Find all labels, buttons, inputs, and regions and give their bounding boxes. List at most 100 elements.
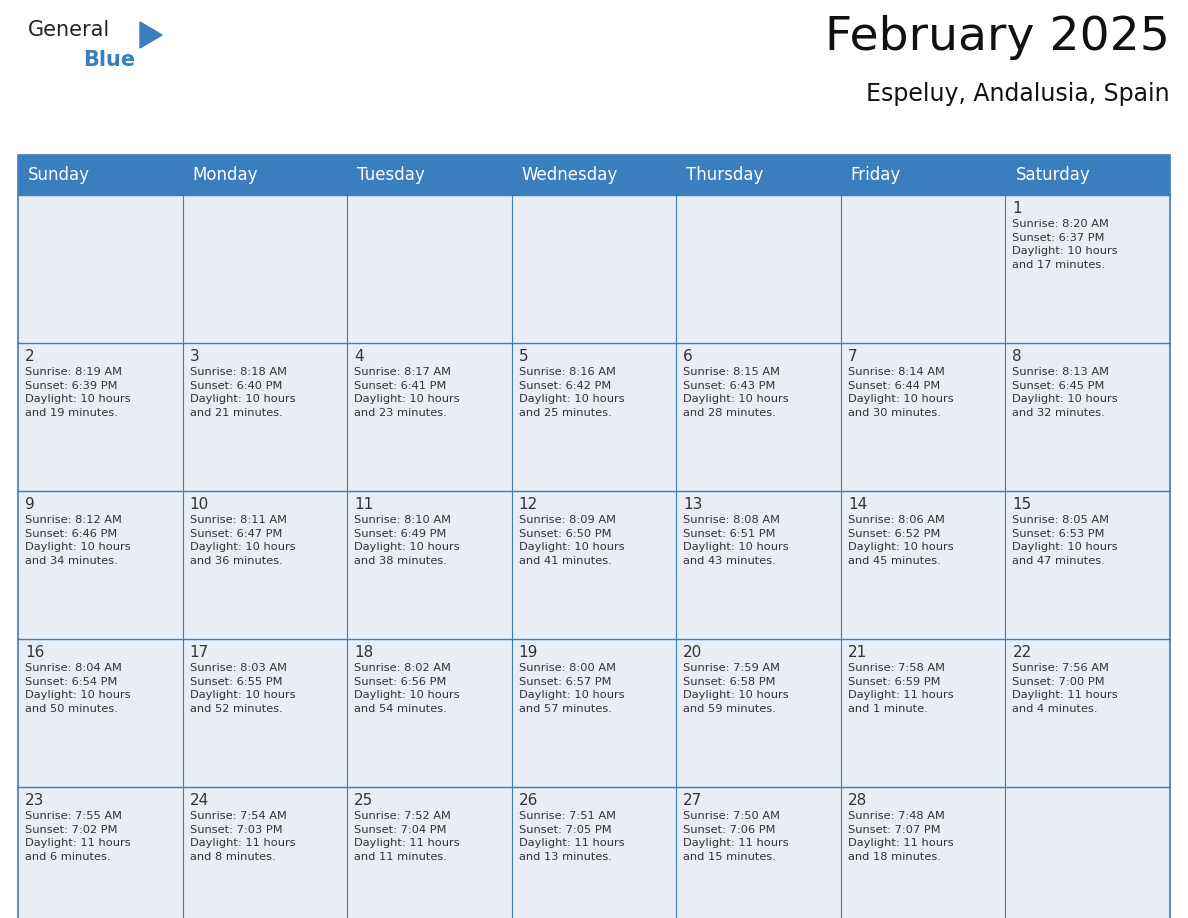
Bar (841, 639, 1005, 787)
Text: Sunrise: 7:55 AM
Sunset: 7:02 PM
Daylight: 11 hours
and 6 minutes.: Sunrise: 7:55 AM Sunset: 7:02 PM Dayligh… (25, 811, 131, 862)
Text: Sunrise: 7:56 AM
Sunset: 7:00 PM
Daylight: 11 hours
and 4 minutes.: Sunrise: 7:56 AM Sunset: 7:00 PM Dayligh… (1012, 663, 1118, 714)
Text: Sunrise: 8:09 AM
Sunset: 6:50 PM
Daylight: 10 hours
and 41 minutes.: Sunrise: 8:09 AM Sunset: 6:50 PM Dayligh… (519, 515, 625, 565)
Text: Saturday: Saturday (1016, 166, 1091, 184)
Bar (512, 787, 676, 918)
Bar (18, 491, 183, 639)
Bar (512, 639, 676, 787)
Bar (841, 491, 1005, 639)
Bar (18, 155, 1170, 918)
Text: 6: 6 (683, 349, 693, 364)
Text: Sunrise: 8:16 AM
Sunset: 6:42 PM
Daylight: 10 hours
and 25 minutes.: Sunrise: 8:16 AM Sunset: 6:42 PM Dayligh… (519, 367, 625, 418)
Text: 26: 26 (519, 793, 538, 808)
Bar (183, 343, 347, 491)
Bar (347, 639, 512, 787)
Text: 19: 19 (519, 645, 538, 660)
Bar (18, 195, 183, 343)
Text: Sunrise: 8:05 AM
Sunset: 6:53 PM
Daylight: 10 hours
and 47 minutes.: Sunrise: 8:05 AM Sunset: 6:53 PM Dayligh… (1012, 515, 1118, 565)
Text: Sunrise: 8:12 AM
Sunset: 6:46 PM
Daylight: 10 hours
and 34 minutes.: Sunrise: 8:12 AM Sunset: 6:46 PM Dayligh… (25, 515, 131, 565)
Text: February 2025: February 2025 (826, 15, 1170, 60)
Text: Sunrise: 8:08 AM
Sunset: 6:51 PM
Daylight: 10 hours
and 43 minutes.: Sunrise: 8:08 AM Sunset: 6:51 PM Dayligh… (683, 515, 789, 565)
Bar (18, 155, 1170, 195)
Text: Sunrise: 7:54 AM
Sunset: 7:03 PM
Daylight: 11 hours
and 8 minutes.: Sunrise: 7:54 AM Sunset: 7:03 PM Dayligh… (190, 811, 295, 862)
Text: Sunrise: 8:18 AM
Sunset: 6:40 PM
Daylight: 10 hours
and 21 minutes.: Sunrise: 8:18 AM Sunset: 6:40 PM Dayligh… (190, 367, 295, 418)
Bar (1005, 491, 1170, 639)
Text: Sunrise: 8:14 AM
Sunset: 6:44 PM
Daylight: 10 hours
and 30 minutes.: Sunrise: 8:14 AM Sunset: 6:44 PM Dayligh… (848, 367, 954, 418)
Text: 22: 22 (1012, 645, 1031, 660)
Bar (512, 343, 676, 491)
Bar (183, 787, 347, 918)
Bar (1005, 639, 1170, 787)
Bar (1005, 787, 1170, 918)
Text: Thursday: Thursday (687, 166, 764, 184)
Text: Sunrise: 8:02 AM
Sunset: 6:56 PM
Daylight: 10 hours
and 54 minutes.: Sunrise: 8:02 AM Sunset: 6:56 PM Dayligh… (354, 663, 460, 714)
Bar (841, 787, 1005, 918)
Bar (183, 491, 347, 639)
Text: 5: 5 (519, 349, 529, 364)
Text: 18: 18 (354, 645, 373, 660)
Bar (1005, 343, 1170, 491)
Text: Sunrise: 8:00 AM
Sunset: 6:57 PM
Daylight: 10 hours
and 57 minutes.: Sunrise: 8:00 AM Sunset: 6:57 PM Dayligh… (519, 663, 625, 714)
Text: Sunrise: 8:13 AM
Sunset: 6:45 PM
Daylight: 10 hours
and 32 minutes.: Sunrise: 8:13 AM Sunset: 6:45 PM Dayligh… (1012, 367, 1118, 418)
Text: Sunrise: 8:03 AM
Sunset: 6:55 PM
Daylight: 10 hours
and 52 minutes.: Sunrise: 8:03 AM Sunset: 6:55 PM Dayligh… (190, 663, 295, 714)
Bar (347, 491, 512, 639)
Bar (18, 639, 183, 787)
Bar (676, 491, 841, 639)
Text: 2: 2 (25, 349, 34, 364)
Text: Sunday: Sunday (29, 166, 90, 184)
Text: Wednesday: Wednesday (522, 166, 618, 184)
Bar (18, 343, 183, 491)
Text: Sunrise: 8:15 AM
Sunset: 6:43 PM
Daylight: 10 hours
and 28 minutes.: Sunrise: 8:15 AM Sunset: 6:43 PM Dayligh… (683, 367, 789, 418)
Text: 13: 13 (683, 497, 702, 512)
Bar (347, 343, 512, 491)
Text: 12: 12 (519, 497, 538, 512)
Text: 10: 10 (190, 497, 209, 512)
Text: 4: 4 (354, 349, 364, 364)
Text: Sunrise: 8:19 AM
Sunset: 6:39 PM
Daylight: 10 hours
and 19 minutes.: Sunrise: 8:19 AM Sunset: 6:39 PM Dayligh… (25, 367, 131, 418)
Bar (347, 787, 512, 918)
Text: 14: 14 (848, 497, 867, 512)
Text: Sunrise: 7:59 AM
Sunset: 6:58 PM
Daylight: 10 hours
and 59 minutes.: Sunrise: 7:59 AM Sunset: 6:58 PM Dayligh… (683, 663, 789, 714)
Text: Sunrise: 7:58 AM
Sunset: 6:59 PM
Daylight: 11 hours
and 1 minute.: Sunrise: 7:58 AM Sunset: 6:59 PM Dayligh… (848, 663, 954, 714)
Text: Sunrise: 8:10 AM
Sunset: 6:49 PM
Daylight: 10 hours
and 38 minutes.: Sunrise: 8:10 AM Sunset: 6:49 PM Dayligh… (354, 515, 460, 565)
Text: 23: 23 (25, 793, 44, 808)
Text: 17: 17 (190, 645, 209, 660)
Text: 20: 20 (683, 645, 702, 660)
Bar (512, 195, 676, 343)
Text: Sunrise: 8:11 AM
Sunset: 6:47 PM
Daylight: 10 hours
and 36 minutes.: Sunrise: 8:11 AM Sunset: 6:47 PM Dayligh… (190, 515, 295, 565)
Text: 21: 21 (848, 645, 867, 660)
Text: Sunrise: 8:17 AM
Sunset: 6:41 PM
Daylight: 10 hours
and 23 minutes.: Sunrise: 8:17 AM Sunset: 6:41 PM Dayligh… (354, 367, 460, 418)
Text: Sunrise: 8:04 AM
Sunset: 6:54 PM
Daylight: 10 hours
and 50 minutes.: Sunrise: 8:04 AM Sunset: 6:54 PM Dayligh… (25, 663, 131, 714)
Text: 9: 9 (25, 497, 34, 512)
Text: 1: 1 (1012, 201, 1022, 216)
Bar (676, 787, 841, 918)
Text: General: General (29, 20, 110, 40)
Polygon shape (140, 22, 162, 48)
Text: Sunrise: 7:50 AM
Sunset: 7:06 PM
Daylight: 11 hours
and 15 minutes.: Sunrise: 7:50 AM Sunset: 7:06 PM Dayligh… (683, 811, 789, 862)
Text: 27: 27 (683, 793, 702, 808)
Bar (676, 639, 841, 787)
Text: 8: 8 (1012, 349, 1022, 364)
Bar (183, 639, 347, 787)
Bar (18, 787, 183, 918)
Bar (1005, 195, 1170, 343)
Text: Espeluy, Andalusia, Spain: Espeluy, Andalusia, Spain (866, 82, 1170, 106)
Bar (841, 195, 1005, 343)
Text: 7: 7 (848, 349, 858, 364)
Text: 16: 16 (25, 645, 44, 660)
Text: Sunrise: 7:48 AM
Sunset: 7:07 PM
Daylight: 11 hours
and 18 minutes.: Sunrise: 7:48 AM Sunset: 7:07 PM Dayligh… (848, 811, 954, 862)
Text: Sunrise: 7:51 AM
Sunset: 7:05 PM
Daylight: 11 hours
and 13 minutes.: Sunrise: 7:51 AM Sunset: 7:05 PM Dayligh… (519, 811, 625, 862)
Bar (841, 343, 1005, 491)
Bar (676, 343, 841, 491)
Text: 25: 25 (354, 793, 373, 808)
Text: Monday: Monday (192, 166, 258, 184)
Text: 24: 24 (190, 793, 209, 808)
Text: 11: 11 (354, 497, 373, 512)
Text: Sunrise: 7:52 AM
Sunset: 7:04 PM
Daylight: 11 hours
and 11 minutes.: Sunrise: 7:52 AM Sunset: 7:04 PM Dayligh… (354, 811, 460, 862)
Bar (347, 195, 512, 343)
Text: 3: 3 (190, 349, 200, 364)
Text: 15: 15 (1012, 497, 1031, 512)
Text: Sunrise: 8:20 AM
Sunset: 6:37 PM
Daylight: 10 hours
and 17 minutes.: Sunrise: 8:20 AM Sunset: 6:37 PM Dayligh… (1012, 219, 1118, 270)
Text: Friday: Friday (851, 166, 902, 184)
Bar (512, 491, 676, 639)
Text: Blue: Blue (83, 50, 135, 70)
